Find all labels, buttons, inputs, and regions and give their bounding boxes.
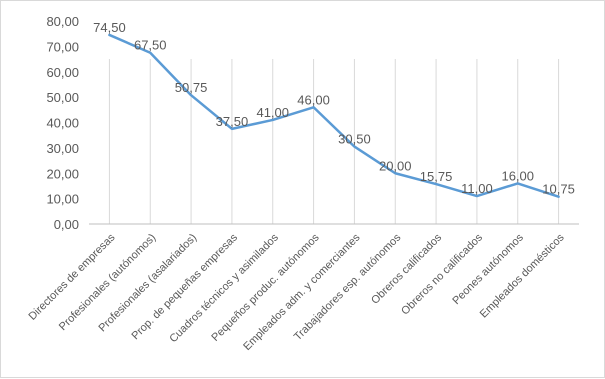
category-label: Peones autónomos — [450, 231, 526, 307]
y-tick-label: 10,00 — [46, 192, 79, 207]
y-tick-label: 80,00 — [46, 14, 79, 29]
data-label: 37,50 — [216, 114, 249, 129]
y-tick-label: 30,00 — [46, 141, 79, 156]
series-line — [108, 33, 560, 198]
data-label: 67,50 — [134, 38, 167, 53]
data-label: 74,50 — [93, 20, 126, 35]
y-tick-label: 0,00 — [54, 217, 79, 232]
y-tick-label: 60,00 — [46, 65, 79, 80]
data-label: 46,00 — [297, 92, 330, 107]
data-label: 41,00 — [256, 105, 289, 120]
y-tick-label: 50,00 — [46, 90, 79, 105]
data-label: 16,00 — [501, 168, 534, 183]
y-tick-label: 20,00 — [46, 166, 79, 181]
data-label: 20,00 — [379, 158, 412, 173]
category-label: Obreros calificados — [369, 231, 444, 306]
data-label: 50,75 — [175, 80, 208, 95]
category-label: Empleados domésticos — [478, 231, 567, 320]
data-label: 11,00 — [461, 181, 493, 196]
data-label: 10,75 — [542, 182, 575, 197]
y-tick-label: 70,00 — [46, 39, 79, 54]
data-label: 30,50 — [338, 132, 371, 147]
category-label: Obreros no calificados — [399, 231, 485, 317]
y-tick-label: 40,00 — [46, 116, 79, 131]
data-label: 15,75 — [420, 169, 453, 184]
